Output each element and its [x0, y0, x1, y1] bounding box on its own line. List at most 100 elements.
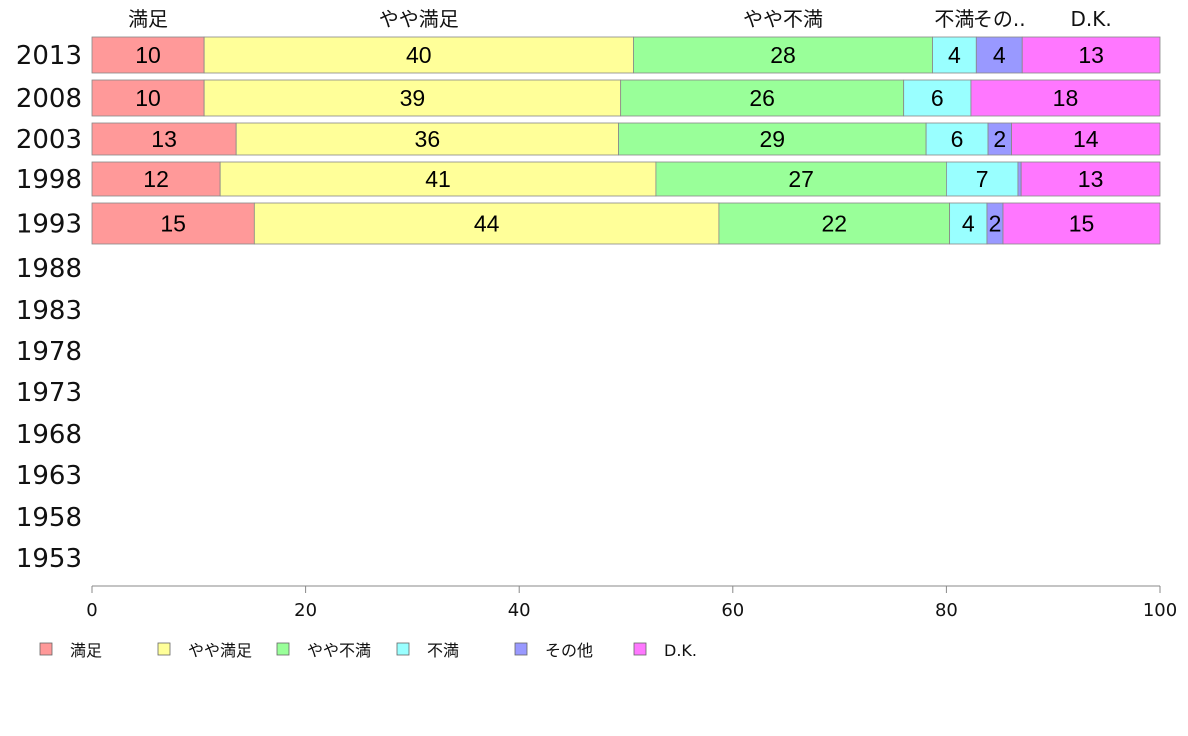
data-label: 10: [135, 42, 161, 68]
data-label: 41: [425, 166, 451, 192]
data-label: 26: [749, 85, 775, 111]
year-label-1973: 1973: [16, 378, 82, 408]
bar-segment: [1011, 122, 1161, 156]
bar-row-2008: 10 39 26 6 18: [91, 79, 1161, 117]
bar-row-1993: 15 44 22 4 2 15: [91, 202, 1161, 245]
bar-row-2013: 10 40 28 4 4 13: [91, 36, 1161, 74]
legend-swatch: [514, 642, 528, 656]
data-label: 13: [1078, 166, 1104, 192]
bar-segment: [633, 36, 933, 74]
data-label: 4: [948, 42, 961, 68]
data-label: 40: [406, 42, 432, 68]
legend-label: その他: [545, 641, 593, 660]
data-label: 2: [989, 211, 1002, 237]
bar-segment: [219, 161, 657, 197]
bar-segment: [91, 122, 237, 156]
year-label-1953: 1953: [16, 544, 82, 574]
x-tick-label: 20: [294, 600, 317, 621]
bar-segment: [1021, 36, 1161, 74]
bar-segment: [970, 79, 1161, 117]
bar-row-2003: 13 36 29 6 2 14: [91, 122, 1161, 156]
legend-label: D.K.: [664, 641, 697, 660]
year-label-1978: 1978: [16, 337, 82, 367]
category-header: その..: [973, 7, 1026, 31]
legend-swatch: [396, 642, 410, 656]
legend-swatch: [157, 642, 171, 656]
data-label: 6: [951, 126, 964, 152]
bar-segment: [91, 36, 205, 74]
data-label: 39: [400, 85, 426, 111]
year-label-1958: 1958: [16, 503, 82, 533]
bar-segment: [975, 36, 1023, 74]
x-tick-label: 80: [935, 600, 958, 621]
data-label: 15: [1069, 211, 1095, 237]
data-label: 2: [993, 126, 1006, 152]
year-label-2013: 2013: [16, 41, 82, 71]
year-label-2003: 2003: [16, 125, 82, 155]
bar-segment: [253, 202, 720, 245]
legend-swatch: [633, 642, 647, 656]
bar-segment: [903, 79, 972, 117]
legend-label: やや不満: [307, 641, 371, 660]
data-label: 4: [993, 42, 1006, 68]
x-tick-label: 60: [721, 600, 744, 621]
category-header: やや満足: [379, 7, 459, 31]
year-labels: 2013 2008 2003 1998 1993 1988 1983 1978 1973 1968…: [16, 41, 82, 574]
bar-segment: [1017, 161, 1022, 197]
bar-segment: [655, 161, 947, 197]
legend-label: 不満: [427, 641, 459, 660]
data-label: 12: [143, 166, 169, 192]
x-tick-label: 0: [86, 600, 97, 621]
data-label: 7: [976, 166, 989, 192]
data-label: 18: [1053, 85, 1079, 111]
data-label: 44: [474, 211, 500, 237]
data-label: 36: [415, 126, 441, 152]
data-label: 29: [760, 126, 786, 152]
legend-swatch: [39, 642, 53, 656]
data-label: 6: [931, 85, 944, 111]
x-tick-label: 40: [508, 600, 531, 621]
bar-row-1998: 12 41 27 7 13: [91, 161, 1161, 197]
bar-segment: [1020, 161, 1161, 197]
data-label: 14: [1073, 126, 1099, 152]
bar-segment: [1002, 202, 1161, 245]
data-label: 28: [770, 42, 796, 68]
bar-segment: [618, 122, 927, 156]
legend-label: やや満足: [188, 641, 252, 660]
bar-segment: [949, 202, 988, 245]
category-header: 満足: [128, 7, 168, 31]
category-header: 不満: [934, 7, 974, 31]
bar-segment: [91, 79, 205, 117]
bar-segment: [620, 79, 905, 117]
data-label: 10: [135, 85, 161, 111]
data-label: 27: [788, 166, 814, 192]
bar-segment: [91, 161, 221, 197]
year-label-2008: 2008: [16, 84, 82, 114]
data-label: 22: [821, 211, 847, 237]
legend-swatch: [276, 642, 290, 656]
year-label-1993: 1993: [16, 210, 82, 240]
x-tick-label: 100: [1143, 600, 1177, 621]
data-label: 15: [160, 211, 186, 237]
data-label: 13: [151, 126, 177, 152]
bar-segment: [203, 36, 634, 74]
bar-segment: [718, 202, 951, 245]
bar-segment: [203, 79, 622, 117]
legend: 満足 やや満足 やや不満 不満 その他 D.K.: [39, 641, 697, 660]
year-label-1988: 1988: [16, 254, 82, 284]
category-header: D.K.: [1070, 7, 1111, 31]
legend-label: 満足: [70, 641, 102, 660]
year-label-1983: 1983: [16, 296, 82, 326]
bar-segment: [91, 202, 255, 245]
data-label: 4: [962, 211, 975, 237]
bar-segment: [235, 122, 619, 156]
year-label-1998: 1998: [16, 165, 82, 195]
x-axis: 0 20 40 60 80 100: [86, 585, 1177, 621]
category-header: やや不満: [743, 7, 823, 31]
year-label-1963: 1963: [16, 461, 82, 491]
data-label: 13: [1078, 42, 1104, 68]
year-label-1968: 1968: [16, 420, 82, 450]
